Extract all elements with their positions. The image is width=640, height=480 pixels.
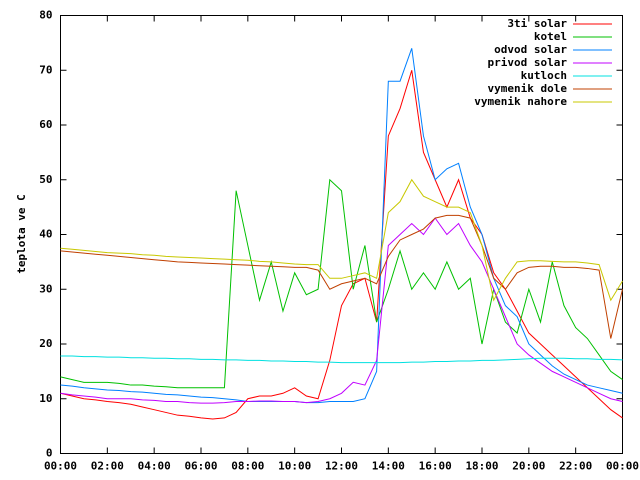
x-tick-label: 08:00 [231,460,264,473]
y-tick-label: 60 [39,118,52,131]
series-line [60,70,623,420]
y-tick-label: 10 [39,392,52,405]
x-tick-label: 20:00 [512,460,545,473]
y-tick-label: 70 [39,63,52,76]
legend-label: kotel [534,30,567,43]
x-tick-label: 12:00 [325,460,358,473]
series-line [60,48,623,404]
y-axis-label: teplota ve C [15,194,28,273]
y-tick-label: 40 [39,228,52,241]
x-tick-label: 18:00 [465,460,498,473]
legend-label: vymenik nahore [474,95,567,108]
y-tick-label: 0 [46,447,53,460]
series-line [60,214,623,339]
legend-label: vymenik dole [488,82,568,95]
series-line [60,178,623,389]
legend-label: privod solar [488,56,568,69]
y-tick-label: 50 [39,173,52,186]
y-tick-label: 30 [39,282,52,295]
x-tick-label: 14:00 [372,460,405,473]
x-tick-label: 02:00 [91,460,124,473]
legend-label: kutloch [521,69,567,82]
series-line [60,355,623,364]
y-tick-label: 20 [39,337,52,350]
x-tick-label: 10:00 [278,460,311,473]
y-tick-label: 80 [39,9,52,22]
legend-label: 3ti solar [507,17,567,30]
x-tick-label: 00:00 [44,460,77,473]
legend-label: odvod solar [494,43,567,56]
x-tick-label: 00:00 [606,460,639,473]
series-line [60,217,623,404]
x-tick-label: 16:00 [419,460,452,473]
x-tick-label: 06:00 [184,460,217,473]
series-line [60,178,623,302]
x-tick-label: 04:00 [138,460,171,473]
x-tick-label: 22:00 [559,460,592,473]
